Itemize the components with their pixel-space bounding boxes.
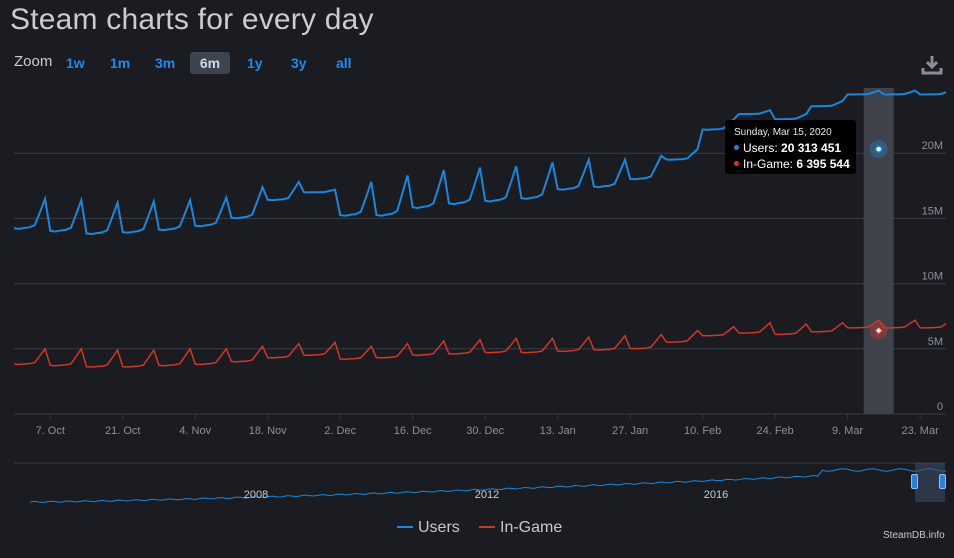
ingame-marker-halo: [869, 321, 888, 340]
legend-users-label: Users: [418, 519, 460, 536]
ingame-marker: [874, 326, 884, 335]
page-title: Steam charts for every day: [10, 3, 374, 36]
download-icon[interactable]: [919, 52, 945, 78]
grid-lines: [14, 152, 946, 415]
x-tick-label: 13. Jan: [540, 425, 576, 437]
x-tick-label: 2. Dec: [324, 425, 356, 437]
users-marker-halo: [869, 140, 888, 159]
legend-users[interactable]: Users: [397, 519, 460, 537]
tooltip-ingame-value: 6 395 544: [796, 157, 850, 171]
zoom-6m-button[interactable]: 6m: [190, 52, 230, 74]
x-tick-label: 30. Dec: [466, 425, 504, 437]
y-tick-label: 0: [937, 401, 943, 413]
navigator-left-handle[interactable]: [911, 474, 918, 489]
y-tick-label: 20M: [922, 140, 943, 152]
tooltip-ingame-label: In-Game:: [743, 157, 794, 171]
y-tick-label: 15M: [922, 205, 943, 217]
navigator-year-label: 2012: [475, 489, 499, 501]
zoom-3m-button[interactable]: 3m: [155, 55, 176, 71]
navigator-right-handle[interactable]: [939, 474, 946, 489]
users-legend-icon: [397, 525, 413, 528]
zoom-1y-button[interactable]: 1y: [247, 55, 263, 71]
x-tick-label: 27. Jan: [612, 425, 648, 437]
navigator-labels: 2008 2012 2016: [244, 489, 728, 501]
zoom-1w-button[interactable]: 1w: [66, 55, 85, 71]
navigator-year-label: 2016: [704, 489, 728, 501]
x-tick-label: 24. Feb: [756, 425, 793, 437]
navigator-series-line: [29, 468, 947, 503]
zoom-3y-button[interactable]: 3y: [291, 55, 307, 71]
tooltip-users-value: 20 313 451: [781, 141, 842, 155]
x-tick-label: 9. Mar: [832, 425, 864, 437]
legend-ingame-label: In-Game: [500, 519, 563, 536]
users-marker: [874, 145, 883, 153]
x-tick-label: 23. Mar: [901, 425, 939, 437]
tooltip-date: Sunday, Mar 15, 2020: [734, 127, 832, 138]
ingame-legend-icon: [479, 525, 495, 528]
highlight-band: [863, 88, 894, 414]
tooltip-users-row: Users: 20 313 451: [734, 141, 841, 155]
users-dot-icon: [734, 145, 739, 151]
x-tick-label: 18. Nov: [249, 425, 287, 437]
credits-link[interactable]: SteamDB.info: [883, 530, 945, 541]
tooltip-users-label: Users:: [743, 141, 778, 155]
tooltip-ingame-row: In-Game: 6 395 544: [734, 157, 850, 171]
x-tick-label: 4. Nov: [179, 425, 211, 437]
x-tick-label: 7. Oct: [36, 425, 65, 437]
zoom-label: Zoom: [14, 53, 53, 70]
x-tick-label: 10. Feb: [684, 425, 721, 437]
zoom-all-button[interactable]: all: [336, 55, 352, 71]
navigator-year-label: 2008: [244, 489, 268, 501]
y-tick-label: 10M: [922, 271, 943, 283]
ingame-series-line: [13, 319, 947, 368]
zoom-1m-button[interactable]: 1m: [110, 55, 131, 71]
tooltip: Sunday, Mar 15, 2020 Users: 20 313 451 I…: [725, 120, 856, 174]
legend-ingame[interactable]: In-Game: [479, 519, 562, 537]
y-tick-label: 5M: [928, 336, 943, 348]
x-axis: 7. Oct 21. Oct 4. Nov 18. Nov 2. Dec 16. Dec 3…: [36, 414, 939, 437]
ingame-dot-icon: [734, 161, 739, 167]
y-axis: 0 5M 10M 15M 20M: [922, 140, 943, 413]
x-tick-label: 21. Oct: [105, 425, 140, 437]
x-tick-label: 16. Dec: [394, 425, 432, 437]
